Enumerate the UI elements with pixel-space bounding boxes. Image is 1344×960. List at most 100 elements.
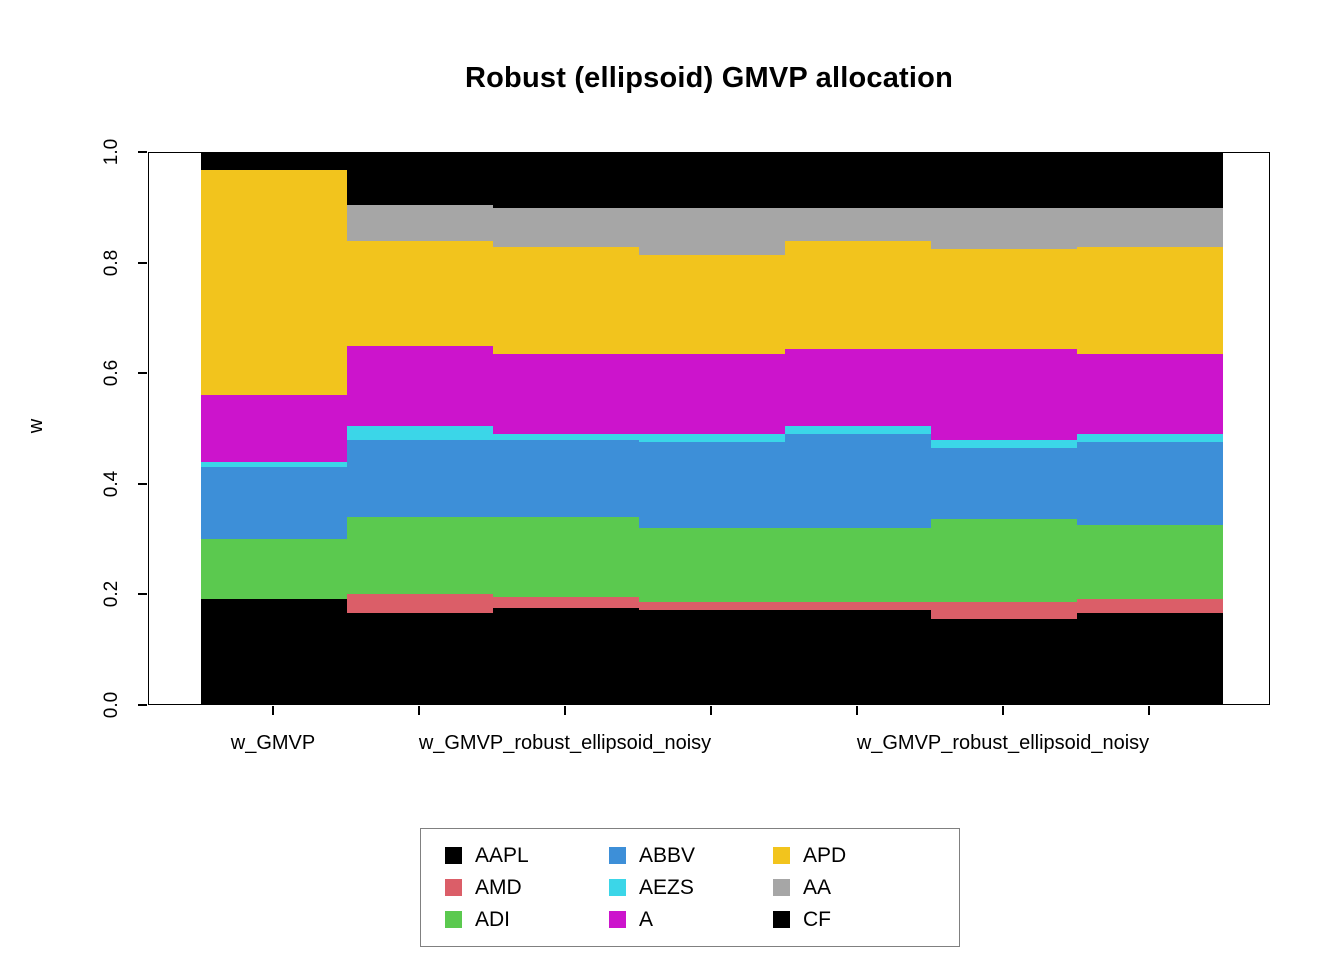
- bar-segment-APD: [931, 249, 1077, 349]
- bar-segment-ADI: [1077, 524, 1223, 600]
- legend-swatch: [609, 879, 626, 897]
- plot-area: [148, 152, 1270, 705]
- x-axis-tick: [1148, 706, 1150, 715]
- bar-segment-ADI: [639, 527, 785, 603]
- bar-segment-APD: [493, 246, 639, 355]
- x-tick-label: w_GMVP: [230, 732, 316, 754]
- x-tick-label: w_GMVP_robust_ellipsoid_noisy: [856, 732, 1150, 754]
- legend-column: ABBV AEZS A: [609, 844, 749, 931]
- bar-segment-CF: [201, 153, 347, 170]
- bar-segment-AA: [493, 208, 639, 247]
- legend-swatch: [445, 911, 462, 929]
- bar-segment-A: [785, 348, 931, 426]
- bar-segment-A: [931, 348, 1077, 440]
- bar-segment-CF: [639, 153, 785, 209]
- bar-segment-CF: [493, 153, 639, 209]
- legend-swatch: [773, 847, 790, 865]
- bar-segment-AEZS: [931, 439, 1077, 448]
- bar-segment-AAPL: [931, 618, 1077, 704]
- bar-segment-A: [639, 354, 785, 435]
- bar-segment-AEZS: [639, 434, 785, 443]
- chart-title: Robust (ellipsoid) GMVP allocation: [464, 62, 954, 94]
- bar-segment-AAPL: [347, 613, 493, 704]
- bar-segment-AMD: [347, 593, 493, 614]
- legend-label: CF: [803, 908, 831, 932]
- legend-swatch: [445, 847, 462, 865]
- y-tick-label: 0.2: [101, 581, 122, 608]
- legend-item: A: [609, 908, 749, 931]
- legend-swatch: [609, 911, 626, 929]
- x-axis-tick: [856, 706, 858, 715]
- bar-segment-AA: [1077, 208, 1223, 247]
- y-tick-label: 0.0: [101, 691, 122, 719]
- legend-label: AMD: [475, 876, 522, 900]
- bar-segment-A: [201, 395, 347, 462]
- bar-segment-AEZS: [493, 434, 639, 440]
- bar-segment-CF: [1077, 153, 1223, 209]
- bar-segment-A: [493, 354, 639, 435]
- x-axis-tick: [564, 706, 566, 715]
- bar-segment-AA: [931, 208, 1077, 250]
- bar-segment-A: [347, 345, 493, 426]
- legend-item: AEZS: [609, 876, 749, 899]
- bar-segment-ADI: [201, 538, 347, 600]
- bar-segment-ABBV: [493, 439, 639, 517]
- y-axis-tick: [138, 593, 147, 596]
- y-axis-label: w: [24, 418, 47, 434]
- bar-segment-A: [1077, 354, 1223, 435]
- legend-swatch: [609, 847, 626, 865]
- x-axis-tick: [1002, 706, 1004, 715]
- bar-segment-AA: [639, 208, 785, 255]
- y-axis-tick: [138, 482, 147, 485]
- bar-segment-ABBV: [785, 434, 931, 528]
- x-tick-label: w_GMVP_robust_ellipsoid_noisy: [418, 732, 712, 754]
- bar-segment-AAPL: [785, 610, 931, 704]
- legend-column: AAPL AMD ADI: [445, 844, 585, 931]
- bar-segment-AEZS: [785, 425, 931, 435]
- bar-segment-AMD: [931, 602, 1077, 619]
- bar-segment-ABBV: [201, 467, 347, 539]
- legend: AAPL AMD ADI ABBV AEZS A APD AA CF: [420, 828, 960, 948]
- bar-segment-APD: [785, 241, 931, 349]
- bar-segment-ABBV: [639, 442, 785, 528]
- bar-segment-ABBV: [931, 447, 1077, 520]
- bar-segment-AMD: [493, 596, 639, 608]
- bar-segment-APD: [1077, 246, 1223, 355]
- legend-item: ABBV: [609, 844, 749, 867]
- bar-segment-AAPL: [493, 607, 639, 704]
- bar-segment-APD: [639, 254, 785, 355]
- y-axis-tick: [138, 151, 147, 153]
- bar-segment-CF: [931, 153, 1077, 209]
- legend-item: APD: [773, 844, 913, 867]
- x-axis-tick: [272, 706, 274, 715]
- bar-segment-AA: [347, 205, 493, 242]
- bar-segment-ADI: [785, 527, 931, 603]
- bar-segment-AMD: [639, 602, 785, 611]
- bar-segment-CF: [347, 153, 493, 206]
- bar-segment-AA: [785, 208, 931, 242]
- legend-label: AAPL: [475, 844, 529, 867]
- y-axis-tick: [138, 704, 147, 706]
- y-axis-tick: [138, 372, 147, 375]
- bar-segment-ABBV: [347, 439, 493, 517]
- legend-swatch: [445, 879, 462, 897]
- bar-segment-AMD: [785, 602, 931, 611]
- legend-item: AAPL: [445, 844, 585, 867]
- bar-segment-ABBV: [1077, 442, 1223, 525]
- y-axis-tick: [138, 261, 147, 264]
- legend-column: APD AA CF: [773, 844, 913, 931]
- legend-label: AA: [803, 876, 832, 900]
- legend-label: APD: [803, 844, 847, 867]
- bar-segment-ADI: [493, 516, 639, 597]
- legend-item: ADI: [445, 908, 585, 931]
- bar-segment-AEZS: [347, 425, 493, 440]
- legend-swatch: [773, 879, 790, 897]
- bar-segment-AAPL: [1077, 613, 1223, 704]
- legend-item: AMD: [445, 876, 585, 899]
- bar-segment-AEZS: [1077, 434, 1223, 443]
- bar-segment-AAPL: [639, 610, 785, 704]
- bar-segment-ADI: [931, 519, 1077, 603]
- y-tick-label: 0.8: [101, 249, 122, 276]
- legend-item: AA: [773, 876, 913, 899]
